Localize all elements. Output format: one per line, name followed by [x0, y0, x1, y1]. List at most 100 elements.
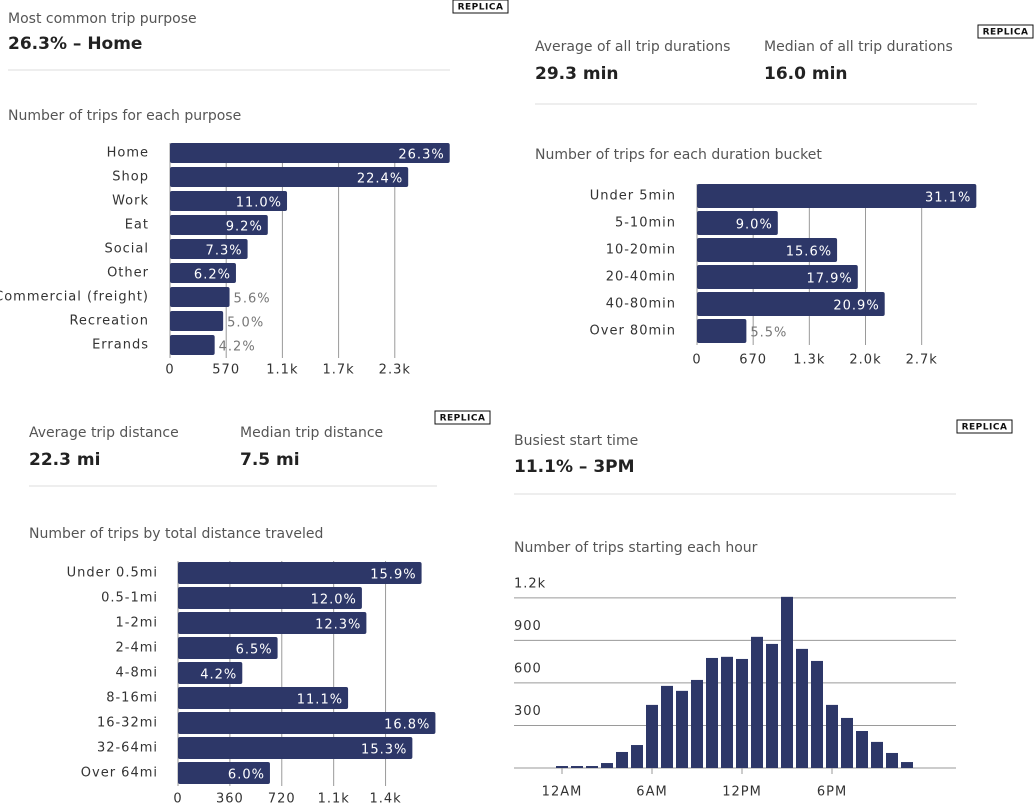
percent-label: 15.3% [361, 743, 407, 758]
category-label: 0.5-1mi [101, 591, 158, 606]
percent-label: 17.9% [806, 272, 852, 287]
percent-label: 31.1% [925, 191, 971, 206]
percent-label: 26.3% [398, 148, 444, 163]
stat-label: Average of all trip durations [535, 39, 730, 55]
bar [170, 215, 268, 235]
bar [170, 287, 230, 307]
badge: REPLICA [962, 423, 1008, 433]
category-label: Other [107, 266, 149, 281]
stat-value: 22.3 mi [29, 450, 100, 470]
category-label: Recreation [69, 314, 149, 329]
badge-frame [977, 24, 1034, 39]
bar [781, 596, 793, 768]
percent-label: 9.2% [226, 220, 263, 235]
percent-label: 15.9% [370, 568, 416, 583]
category-label: Shop [112, 170, 149, 185]
bar [178, 587, 362, 609]
percent-label: 4.2% [219, 340, 256, 355]
x-tick-label: 0 [692, 353, 701, 368]
bar [811, 660, 823, 768]
y-tick-label: 600 [514, 661, 542, 676]
percent-label: 5.6% [234, 292, 271, 307]
bar [616, 751, 628, 768]
badge-frame [452, 0, 509, 14]
percent-label: 22.4% [357, 172, 403, 187]
bar [721, 656, 733, 768]
percent-label: 12.0% [311, 593, 357, 608]
x-tick-label: 2.0k [849, 353, 881, 368]
y-tick-label: 900 [514, 619, 542, 634]
bar [556, 766, 568, 768]
bar [691, 679, 703, 768]
bar [751, 636, 763, 768]
bar [697, 211, 778, 235]
category-label: 5-10min [615, 216, 676, 231]
x-tick-label: 6AM [636, 785, 667, 800]
bar [736, 658, 748, 768]
badge: REPLICA [440, 414, 486, 424]
bar [646, 704, 658, 768]
category-label: 16-32mi [97, 716, 158, 731]
bar [601, 763, 613, 768]
x-tick-label: 1.1k [266, 363, 298, 378]
bar [170, 143, 450, 163]
percent-label: 6.0% [228, 768, 265, 783]
bar [697, 238, 838, 262]
bar [766, 643, 778, 768]
bar [178, 612, 367, 634]
x-tick-label: 2.7k [906, 353, 938, 368]
bar [178, 687, 349, 709]
category-label: Home [107, 146, 149, 161]
category-label: Work [112, 194, 149, 209]
bar [170, 191, 288, 211]
bar [661, 685, 673, 768]
bar [796, 648, 808, 768]
bar [170, 167, 409, 187]
category-label: Errands [92, 338, 149, 353]
x-tick-label: 1.4k [369, 792, 401, 806]
percent-label: 6.5% [236, 643, 273, 658]
x-tick-label: 2.3k [379, 363, 411, 378]
category-label: 2-4mi [115, 641, 158, 656]
x-tick-label: 0 [173, 792, 182, 806]
bar [706, 657, 718, 768]
x-tick-label: 6PM [817, 785, 847, 800]
bar [697, 265, 858, 289]
y-tick-label: 300 [514, 704, 542, 719]
category-label: Under 0.5mi [67, 566, 158, 581]
x-tick-label: 12AM [542, 785, 583, 800]
stat-value: 11.1% – 3PM [514, 457, 635, 477]
percent-label: 7.3% [206, 244, 243, 259]
bar [856, 730, 868, 768]
category-label: 8-16mi [106, 691, 158, 706]
percent-label: 20.9% [833, 299, 879, 314]
badge: REPLICA [458, 3, 504, 13]
bar [170, 311, 224, 331]
x-tick-label: 12PM [722, 785, 762, 800]
x-tick-label: 570 [212, 363, 240, 378]
bar [178, 737, 413, 759]
badge-frame [956, 419, 1013, 434]
percent-label: 16.8% [384, 718, 430, 733]
category-label: 10-20min [606, 243, 676, 258]
bar [826, 704, 838, 768]
x-tick-label: 1.7k [322, 363, 354, 378]
bar [871, 741, 883, 768]
percent-label: 4.2% [200, 668, 237, 683]
category-label: Under 5min [590, 189, 676, 204]
bar [170, 263, 236, 283]
badge-frame [434, 410, 491, 425]
bar [586, 766, 598, 768]
chart-title: Number of trips by total distance travel… [29, 526, 323, 542]
x-tick-label: 670 [739, 353, 767, 368]
bar [886, 752, 898, 768]
badge: REPLICA [983, 28, 1029, 38]
percent-label: 6.2% [194, 268, 231, 283]
percent-label: 11.0% [236, 196, 282, 211]
bar [571, 766, 583, 768]
bar [631, 745, 643, 768]
x-tick-label: 1.3k [793, 353, 825, 368]
chart-title: Number of trips starting each hour [514, 540, 758, 556]
bar [676, 690, 688, 768]
